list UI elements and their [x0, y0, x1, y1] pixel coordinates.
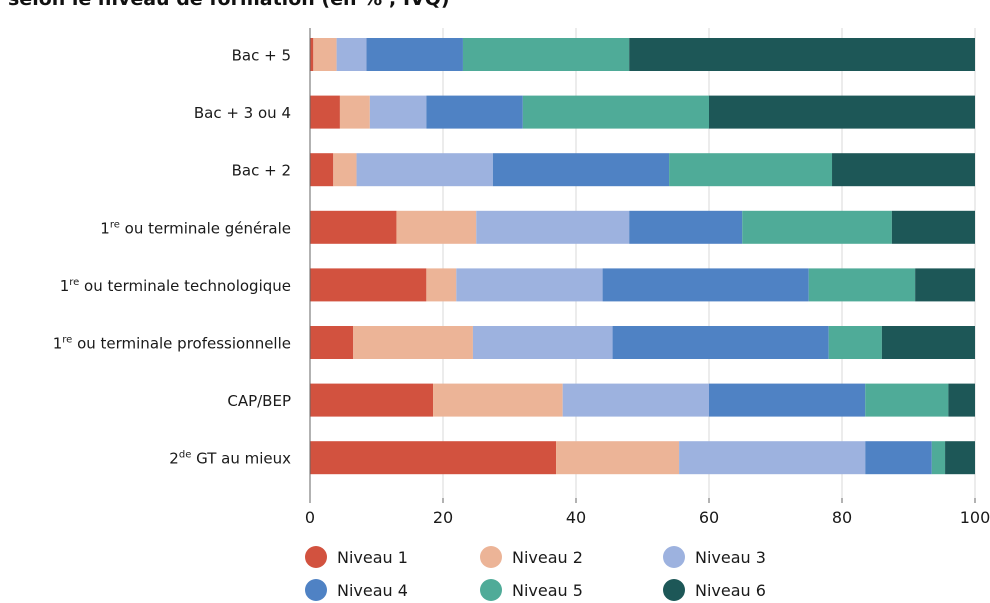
legend-item: Niveau 1	[305, 546, 408, 568]
bar-segment	[602, 268, 809, 302]
bar-segment	[556, 441, 680, 475]
legend-swatch	[480, 579, 502, 601]
bar-segment	[669, 153, 833, 187]
bar-segment	[562, 383, 709, 417]
legend-item: Niveau 6	[663, 579, 766, 601]
legend-swatch	[663, 546, 685, 568]
bar-segment	[629, 38, 975, 71]
category-labels: Bac + 5 Bac + 3 ou 4 Bac + 2 1re ou termina…	[53, 47, 291, 468]
bar-segment	[808, 268, 916, 302]
category-label: Bac + 3 ou 4	[194, 104, 291, 122]
bar-segment	[333, 153, 357, 187]
bar-segment	[310, 383, 434, 417]
bar-segment	[310, 268, 427, 302]
legend-swatch	[305, 546, 327, 568]
bar-segment	[462, 38, 630, 71]
category-label: 1re ou terminale technologique	[60, 277, 291, 295]
bar-segment	[356, 153, 493, 187]
bar-segment	[931, 441, 946, 475]
bar-segment	[742, 210, 892, 244]
bar-segment	[881, 326, 975, 359]
bar-segment	[828, 326, 882, 359]
bar-segment	[832, 153, 975, 187]
bar-segment	[426, 268, 457, 302]
bar-segment	[396, 210, 477, 244]
category-label: Bac + 5	[232, 47, 291, 65]
bar-segment	[948, 383, 975, 417]
bar-segment	[492, 153, 670, 187]
bar-segment	[310, 441, 557, 475]
category-label: Bac + 2	[232, 162, 291, 180]
legend-item: Niveau 4	[305, 579, 408, 601]
x-tick-label: 80	[832, 508, 852, 527]
bar-segment	[369, 95, 427, 129]
x-tick-label: 0	[305, 508, 315, 527]
bar-segment	[709, 383, 866, 417]
x-tick-label: 40	[566, 508, 586, 527]
bar-segment	[353, 326, 473, 359]
bar-segment	[310, 95, 340, 129]
bar-segment	[313, 38, 337, 71]
legend-label: Niveau 6	[695, 580, 766, 600]
legend-item: Niveau 3	[663, 546, 766, 568]
chart-title: selon le niveau de formation (en % ; IVQ…	[8, 0, 450, 10]
bar-segment	[945, 441, 975, 475]
bar-segment	[865, 383, 949, 417]
x-axis: 0 20 40 60 80 100	[305, 28, 990, 527]
bar-segment	[476, 210, 630, 244]
bar-segment	[456, 268, 603, 302]
legend-label: Niveau 3	[695, 547, 766, 567]
category-label: 1re ou terminale générale	[100, 219, 291, 237]
bar-segment	[472, 326, 613, 359]
bar-segment	[336, 38, 367, 71]
bar-segment	[891, 210, 975, 244]
bar-segment	[310, 210, 397, 244]
legend-item: Niveau 2	[480, 546, 583, 568]
legend-label: Niveau 2	[512, 547, 583, 567]
category-label: 1re ou terminale professionnelle	[53, 335, 291, 353]
bar-segment	[310, 38, 314, 71]
bar-segment	[339, 95, 370, 129]
legend-label: Niveau 4	[337, 580, 408, 600]
legend-label: Niveau 5	[512, 580, 583, 600]
bar-segment	[366, 38, 463, 71]
category-label: CAP/BEP	[227, 392, 291, 410]
bar-segment	[915, 268, 975, 302]
bar-segment	[865, 441, 932, 475]
category-label: 2de GT au mieux	[169, 450, 291, 468]
bar-segment	[709, 95, 975, 129]
x-tick-label: 60	[699, 508, 719, 527]
legend: Niveau 1 Niveau 2 Niveau 3 Niveau 4 Niveau 5…	[305, 546, 865, 602]
x-tick-label: 100	[960, 508, 990, 527]
legend-item: Niveau 5	[480, 579, 583, 601]
bar-segment	[426, 95, 523, 129]
bar-segment	[612, 326, 829, 359]
bar-segment	[433, 383, 563, 417]
legend-label: Niveau 1	[337, 547, 408, 567]
bar-segment	[522, 95, 709, 129]
bar-segment	[310, 326, 354, 359]
stacked-bar-chart: Bac + 5 Bac + 3 ou 4 Bac + 2 1re ou termina…	[53, 28, 990, 527]
legend-swatch	[663, 579, 685, 601]
legend-swatch	[305, 579, 327, 601]
bar-segment	[679, 441, 866, 475]
legend-swatch	[480, 546, 502, 568]
x-tick-label: 20	[433, 508, 453, 527]
bars-group	[310, 38, 975, 475]
bar-segment	[629, 210, 743, 244]
bar-segment	[310, 153, 334, 187]
